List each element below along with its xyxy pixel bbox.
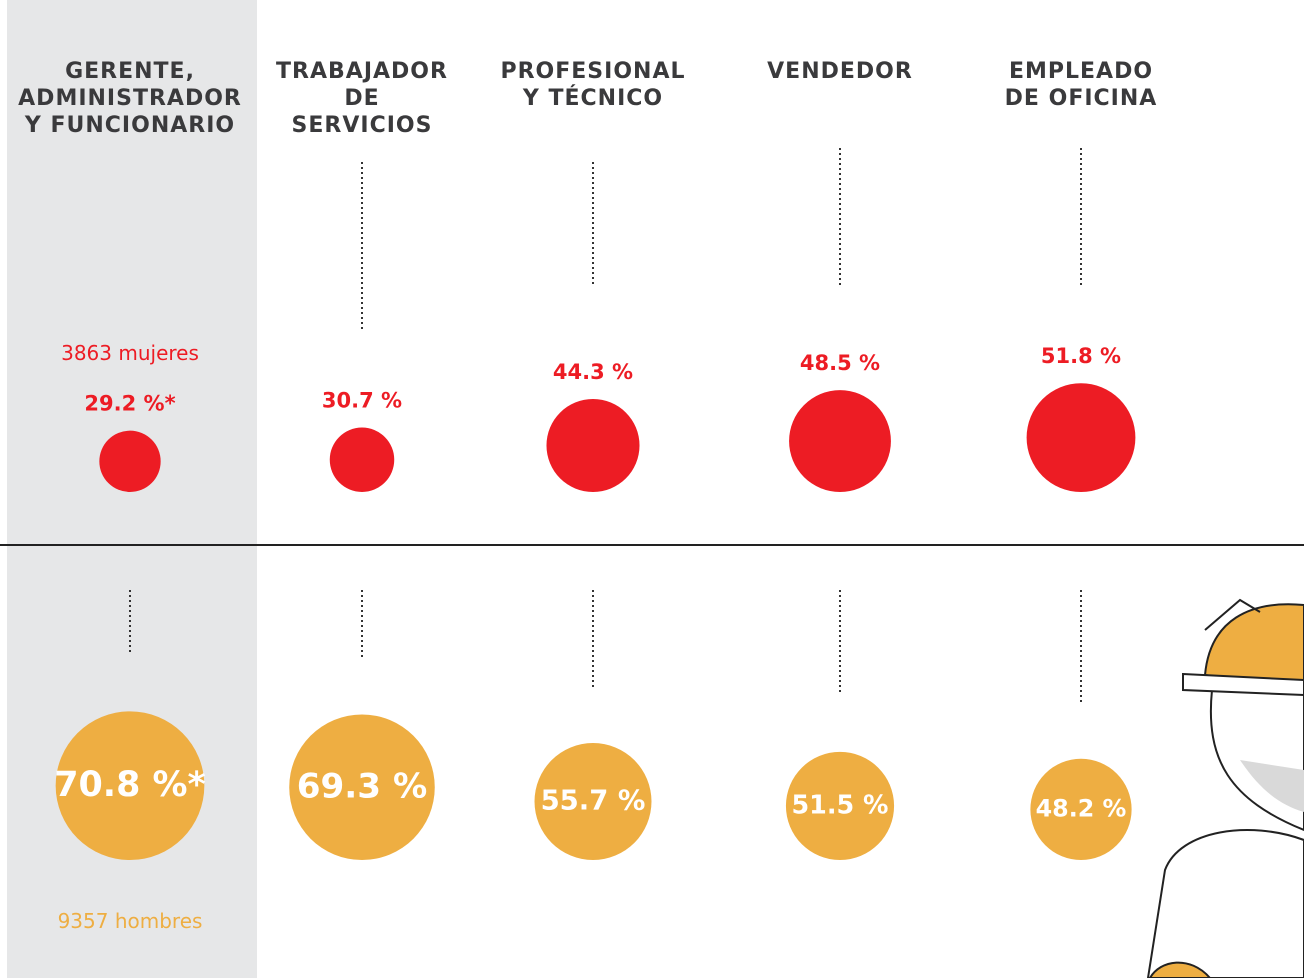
category-label: DE OFICINA: [1005, 86, 1158, 111]
bubble: [289, 714, 435, 860]
women-count: 3863 mujeres: [61, 341, 199, 365]
category-label: EMPLEADO: [1009, 59, 1153, 84]
category-label: DE: [344, 86, 379, 111]
bubble: [534, 743, 652, 860]
value-label: 30.7 %: [322, 389, 402, 413]
category-label: ADMINISTRADOR: [18, 86, 242, 111]
category-label: Y TÉCNICO: [522, 85, 663, 111]
category-label: GERENTE,: [65, 59, 195, 84]
bubble: [1030, 758, 1132, 860]
value-label: 48.5 %: [800, 351, 880, 375]
category-label: TRABAJADOR: [276, 59, 448, 84]
bubble: [785, 751, 895, 860]
value-label: 44.3 %: [553, 360, 633, 384]
value-label: 69.3 %: [297, 766, 428, 806]
category-label: SERVICIOS: [292, 113, 433, 138]
category-label: PROFESIONAL: [500, 59, 685, 84]
bubble: [55, 711, 205, 860]
value-label: 51.8 %: [1041, 344, 1121, 368]
bubble: [329, 427, 395, 493]
value-label: 51.5 %: [792, 789, 889, 819]
bubble: [1026, 383, 1136, 492]
category-label: VENDEDOR: [767, 59, 913, 84]
value-label: 48.2 %: [1036, 794, 1127, 822]
bubble: [546, 398, 640, 492]
value-label: 29.2 %*: [84, 392, 175, 416]
men-count: 9357 hombres: [58, 909, 203, 933]
bubble: [789, 390, 891, 493]
worker-illustration: [1146, 598, 1304, 978]
bubble: [99, 430, 161, 492]
value-label: 55.7 %: [541, 785, 646, 817]
value-label: 70.8 %*: [54, 765, 206, 805]
category-label: Y FUNCIONARIO: [24, 113, 235, 138]
